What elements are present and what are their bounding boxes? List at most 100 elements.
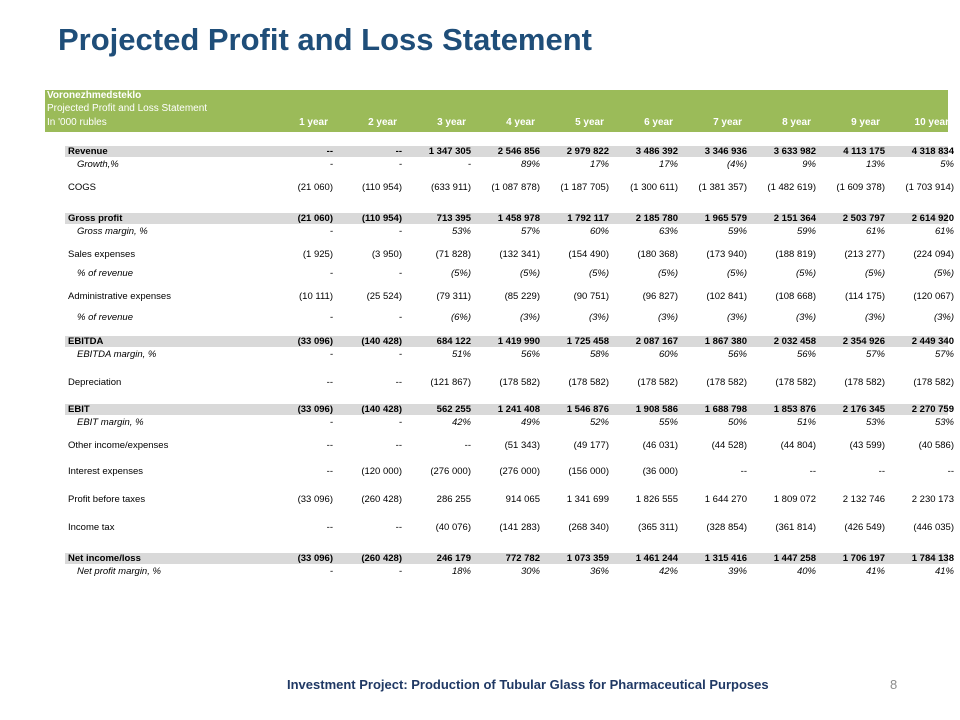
table-cell: (5%) <box>726 268 747 279</box>
row-label: Income tax <box>68 522 115 533</box>
table-cell: 2 230 173 <box>911 494 954 505</box>
table-cell: 1 867 380 <box>704 336 747 347</box>
page-title: Projected Profit and Loss Statement <box>58 22 592 57</box>
table-cell: (178 582) <box>913 377 954 388</box>
table-row: EBITDA (33 096) (140 428) 684 122 1 419 990 1… <box>65 336 954 347</box>
table-cell: 89% <box>520 159 540 170</box>
table-cell: 1 644 270 <box>704 494 747 505</box>
table-cell: (110 954) <box>362 182 402 193</box>
table-cell: - <box>398 566 402 577</box>
table-cell: 9% <box>802 159 816 170</box>
table-cell: (3 950) <box>371 249 402 260</box>
table-cell: 39% <box>727 566 747 577</box>
table-cell: - <box>398 159 402 170</box>
table-cell: 17% <box>589 159 609 170</box>
row-label: COGS <box>68 182 96 193</box>
table-cell: 58% <box>589 349 609 360</box>
table-cell: (3%) <box>795 312 816 323</box>
table-cell: (36 000) <box>642 466 678 477</box>
table-cell: (180 368) <box>637 249 678 260</box>
table-cell: (46 031) <box>642 440 678 451</box>
table-cell: 56% <box>520 349 540 360</box>
table-cell: - <box>329 566 333 577</box>
table-cell: (3%) <box>519 312 540 323</box>
table-cell: (110 954) <box>361 213 402 224</box>
table-cell: (21 060) <box>297 213 333 224</box>
year-header: 5 year <box>575 117 604 128</box>
year-header: 1 year <box>299 117 328 128</box>
row-label: Administrative expenses <box>68 291 171 302</box>
row-label: % of revenue <box>77 312 133 323</box>
row-label: Gross margin, % <box>77 226 148 237</box>
table-cell: (3%) <box>864 312 885 323</box>
table-cell: (5%) <box>519 268 540 279</box>
table-cell: 61% <box>934 226 954 237</box>
table-cell: 1 347 305 <box>428 146 471 157</box>
table-cell: (21 060) <box>297 182 333 193</box>
table-cell: (5%) <box>933 268 954 279</box>
table-cell: (154 490) <box>568 249 609 260</box>
table-cell: -- <box>878 466 885 477</box>
table-cell: - <box>398 268 402 279</box>
table-subtitle: Projected Profit and Loss Statement <box>47 103 208 114</box>
row-label: Net income/loss <box>68 553 141 564</box>
table-cell: - <box>398 349 402 360</box>
table-cell: 2 176 345 <box>842 404 885 415</box>
table-cell: -- <box>326 377 333 388</box>
year-header: 10 year <box>914 117 949 128</box>
table-cell: (224 094) <box>913 249 954 260</box>
table-cell: (178 582) <box>499 377 540 388</box>
table-cell: 17% <box>658 159 678 170</box>
table-row: Depreciation -- -- (121 867) (178 582) (178 5… <box>65 377 954 388</box>
table-cell: (51 343) <box>504 440 540 451</box>
year-header: 9 year <box>851 117 880 128</box>
table-cell: (120 067) <box>913 291 954 302</box>
table-cell: 2 979 822 <box>566 146 609 157</box>
table-cell: (178 582) <box>568 377 609 388</box>
table-cell: 2 032 458 <box>773 336 816 347</box>
row-label: Gross profit <box>68 213 123 224</box>
table-cell: 60% <box>658 349 678 360</box>
year-header: 4 year <box>506 117 535 128</box>
table-cell: (141 283) <box>499 522 540 533</box>
table-cell: 1 688 798 <box>704 404 747 415</box>
table-cell: 41% <box>865 566 885 577</box>
table-cell: 5% <box>940 159 954 170</box>
table-row: Profit before taxes (33 096) (260 428) 286 … <box>65 494 954 505</box>
table-cell: -- <box>395 440 402 451</box>
table-cell: - <box>398 226 402 237</box>
table-cell: (140 428) <box>361 336 402 347</box>
table-cell: (3%) <box>657 312 678 323</box>
table-cell: 40% <box>796 566 816 577</box>
table-cell: (5%) <box>864 268 885 279</box>
table-cell: (85 229) <box>504 291 540 302</box>
table-cell: 18% <box>451 566 471 577</box>
table-header-banner: Voronezhmedsteklo Projected Profit and L… <box>45 90 949 132</box>
table-cell: (33 096) <box>297 494 333 505</box>
table-cell: 2 354 926 <box>842 336 885 347</box>
table-cell: (260 428) <box>361 494 402 505</box>
row-label: EBIT margin, % <box>77 417 144 428</box>
table-cell: 1 853 876 <box>773 404 816 415</box>
company-name: Voronezhmedsteklo <box>47 90 142 101</box>
table-row: EBIT margin, % - - 42% 49% 52% 55% 50% 51% 53% 53% <box>65 417 954 428</box>
table-cell: 56% <box>796 349 816 360</box>
row-label: % of revenue <box>77 268 133 279</box>
table-cell: 1 458 978 <box>497 213 540 224</box>
table-cell: - <box>467 159 471 170</box>
table-cell: -- <box>326 440 333 451</box>
table-cell: 1 241 408 <box>497 404 540 415</box>
table-cell: 1 965 579 <box>704 213 747 224</box>
table-cell: 713 395 <box>436 213 471 224</box>
table-cell: 914 065 <box>505 494 540 505</box>
table-cell: 59% <box>796 226 816 237</box>
table-cell: 56% <box>727 349 747 360</box>
year-header: 6 year <box>644 117 673 128</box>
table-cell: 55% <box>658 417 678 428</box>
table-cell: (213 277) <box>844 249 885 260</box>
year-header: 3 year <box>437 117 466 128</box>
table-cell: 53% <box>934 417 954 428</box>
table-row: Net income/loss (33 096) (260 428) 246 179 7… <box>65 553 954 564</box>
table-cell: (178 582) <box>775 377 816 388</box>
table-cell: (5%) <box>450 268 471 279</box>
